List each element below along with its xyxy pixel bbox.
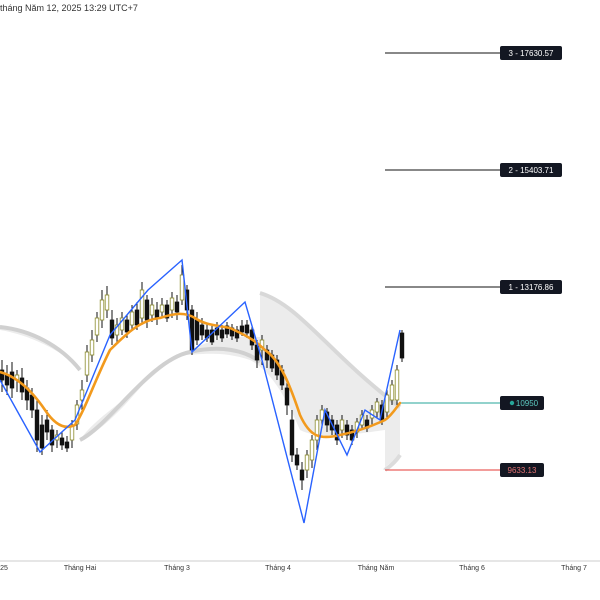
current-price-label[interactable]: 10950 <box>500 396 544 410</box>
candle-body <box>49 429 55 446</box>
candle-body <box>314 419 320 441</box>
candle-body <box>219 329 225 339</box>
zigzag-line <box>0 258 401 524</box>
candle-body <box>4 374 10 386</box>
time-label-6: Tháng 7 <box>561 565 587 572</box>
candle-body <box>149 304 155 316</box>
candle-body <box>104 294 110 311</box>
candle-body <box>0 369 5 381</box>
candle-body <box>9 371 15 389</box>
candle-body <box>134 309 140 326</box>
candle-body <box>304 454 310 471</box>
candle-body <box>69 425 75 441</box>
candle-body <box>179 274 185 301</box>
candle-body <box>84 351 90 376</box>
time-label-1: Tháng Hai <box>64 565 97 572</box>
svg-text:2 - 15403.71: 2 - 15403.71 <box>509 166 554 175</box>
level-label-2[interactable]: 2 - 15403.71 <box>500 163 562 177</box>
band-lower-line <box>79 346 262 442</box>
moving-average-line <box>0 312 402 439</box>
candle-body <box>309 439 315 461</box>
candle-body <box>29 394 35 411</box>
time-label-3: Tháng 4 <box>265 565 291 572</box>
svg-text:10950: 10950 <box>516 399 539 408</box>
candle-body <box>99 299 105 321</box>
candle-body <box>284 387 290 406</box>
svg-text:9633.13: 9633.13 <box>508 466 537 475</box>
time-label-5: Tháng 6 <box>459 565 485 572</box>
candle-body <box>299 469 305 481</box>
candle-body <box>339 419 345 431</box>
candle-body <box>109 319 115 339</box>
candle-body <box>194 319 200 341</box>
candle-body <box>154 309 160 319</box>
candle-body <box>374 401 380 413</box>
chart-datetime: tháng Năm 12, 2025 13:29 UTC+7 <box>0 3 138 13</box>
candle-body <box>159 304 165 313</box>
time-label-0: 25 <box>0 565 8 572</box>
candle-body <box>64 441 70 449</box>
candle-body <box>399 332 405 359</box>
candle-body <box>239 325 245 333</box>
svg-text:3 - 17630.57: 3 - 17630.57 <box>509 49 554 58</box>
candle-body <box>124 319 130 333</box>
candle-body <box>89 339 95 356</box>
candle-body <box>394 369 400 401</box>
time-label-2: Tháng 3 <box>164 565 190 572</box>
candle-body <box>384 394 390 413</box>
candle-body <box>144 299 150 321</box>
dot-icon <box>509 400 515 406</box>
svg-text:1 - 13176.86: 1 - 13176.86 <box>509 283 554 292</box>
candle-body <box>114 324 120 336</box>
candle-body <box>244 324 250 334</box>
candle-body <box>344 424 350 436</box>
candle-body <box>359 414 365 426</box>
candle-body <box>34 409 40 441</box>
band-upper-line <box>0 325 82 372</box>
candle-body <box>349 429 355 441</box>
time-label-4: Tháng Năm <box>358 565 395 572</box>
candle-body <box>59 437 65 446</box>
candle-body <box>174 301 180 313</box>
candle-body <box>209 329 215 343</box>
candle-body <box>289 419 295 456</box>
level-label-3[interactable]: 3 - 17630.57 <box>500 46 562 60</box>
band-upper-line-2 <box>259 291 402 409</box>
candle-body <box>139 289 145 319</box>
candle-body <box>294 454 300 466</box>
candle-body <box>224 325 230 335</box>
candle-body <box>164 304 170 319</box>
level-label-1[interactable]: 1 - 13176.86 <box>500 280 562 294</box>
candle-body <box>44 419 50 433</box>
candle-body <box>334 424 340 441</box>
candle-body <box>169 297 175 311</box>
stop-label[interactable]: 9633.13 <box>500 463 544 477</box>
candle-body <box>389 384 395 401</box>
candle-body <box>199 324 205 336</box>
candle-body <box>129 311 135 326</box>
band-lower-line-2 <box>383 453 402 472</box>
candle-body <box>39 424 45 449</box>
candle-body <box>79 389 85 401</box>
candle-body <box>94 317 100 336</box>
